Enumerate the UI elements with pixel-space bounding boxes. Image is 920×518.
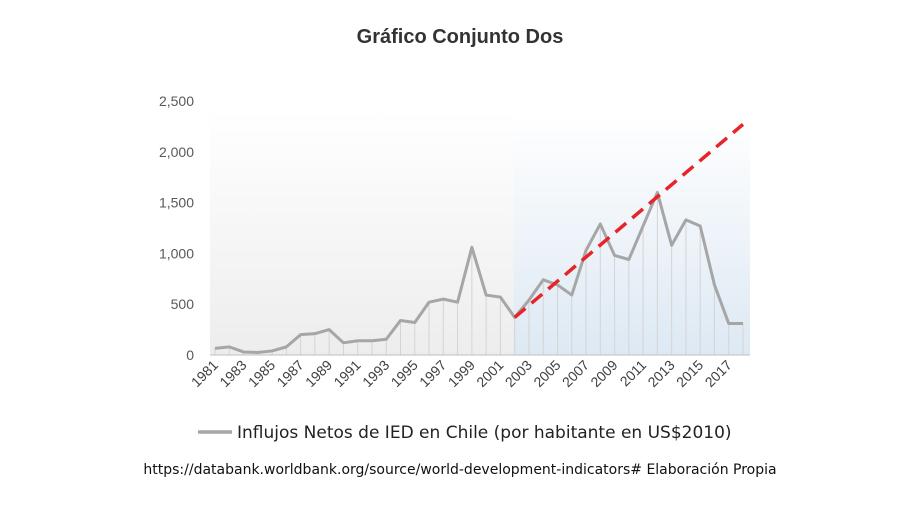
x-tick-label: 2005 xyxy=(530,357,563,390)
y-tick-label: 2,000 xyxy=(159,144,194,160)
drop-lines xyxy=(214,192,744,355)
chart-title: Gráfico Conjunto Dos xyxy=(356,26,564,48)
source-note: https://databank.worldbank.org/source/wo… xyxy=(143,462,777,478)
legend-label: Influjos Netos de IED en Chile (por habi… xyxy=(237,423,732,443)
x-tick-label: 2003 xyxy=(502,357,535,390)
x-tick-label: 1983 xyxy=(216,357,249,390)
x-axis-ticks: 1981198319851987198919911993199519971999… xyxy=(188,357,735,390)
x-tick-label: 1989 xyxy=(302,357,335,390)
y-tick-label: 1,000 xyxy=(159,245,194,261)
x-tick-label: 2011 xyxy=(617,357,650,390)
x-tick-label: 2013 xyxy=(644,357,677,390)
x-tick-label: 1985 xyxy=(245,357,278,390)
y-tick-label: 2,500 xyxy=(159,93,194,109)
y-tick-label: 1,500 xyxy=(159,195,194,211)
x-tick-label: 1995 xyxy=(388,357,421,390)
y-tick-label: 0 xyxy=(186,347,194,363)
x-tick-label: 2001 xyxy=(473,357,506,390)
trend-line xyxy=(513,123,745,319)
legend: Influjos Netos de IED en Chile (por habi… xyxy=(198,423,732,443)
y-tick-label: 500 xyxy=(171,296,195,312)
x-tick-label: 2007 xyxy=(559,357,592,390)
x-tick-label: 1991 xyxy=(330,357,363,390)
x-tick-label: 1999 xyxy=(445,357,478,390)
x-tick-label: 2015 xyxy=(673,357,706,390)
y-axis-ticks: 0 500 1,000 1,500 2,000 2,500 xyxy=(159,93,194,363)
x-tick-label: 1997 xyxy=(416,357,449,390)
x-tick-label: 2017 xyxy=(702,357,735,390)
x-tick-label: 2009 xyxy=(587,357,620,390)
x-tick-label: 1987 xyxy=(273,357,306,390)
x-tick-label: 1993 xyxy=(359,357,392,390)
highlight-region xyxy=(513,115,750,355)
